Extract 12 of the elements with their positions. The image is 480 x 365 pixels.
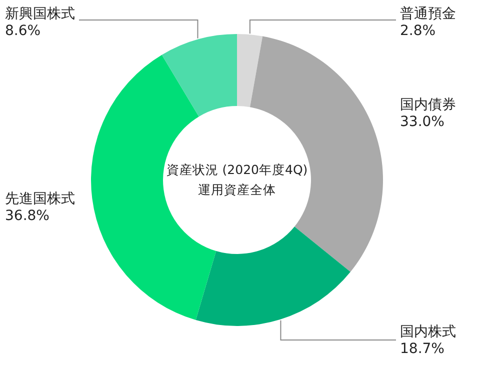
slice-label: 普通預金 (400, 5, 456, 22)
slice-label: 国内株式 (400, 324, 456, 340)
data-label: 33.0% (400, 114, 444, 130)
slice-label: 新興国株式 (5, 6, 75, 22)
data-label: 8.6% (5, 23, 41, 39)
data-label: 18.7% (400, 341, 444, 357)
data-label: 2.8% (400, 23, 436, 39)
text: 資産状況 (2020年度4Q) (166, 162, 308, 177)
slice-label: 先進国株式 (5, 191, 75, 208)
data-label: 36.8% (5, 208, 50, 224)
text: 運用資産全体 (198, 182, 276, 197)
slice-label: 国内債券 (400, 97, 456, 114)
